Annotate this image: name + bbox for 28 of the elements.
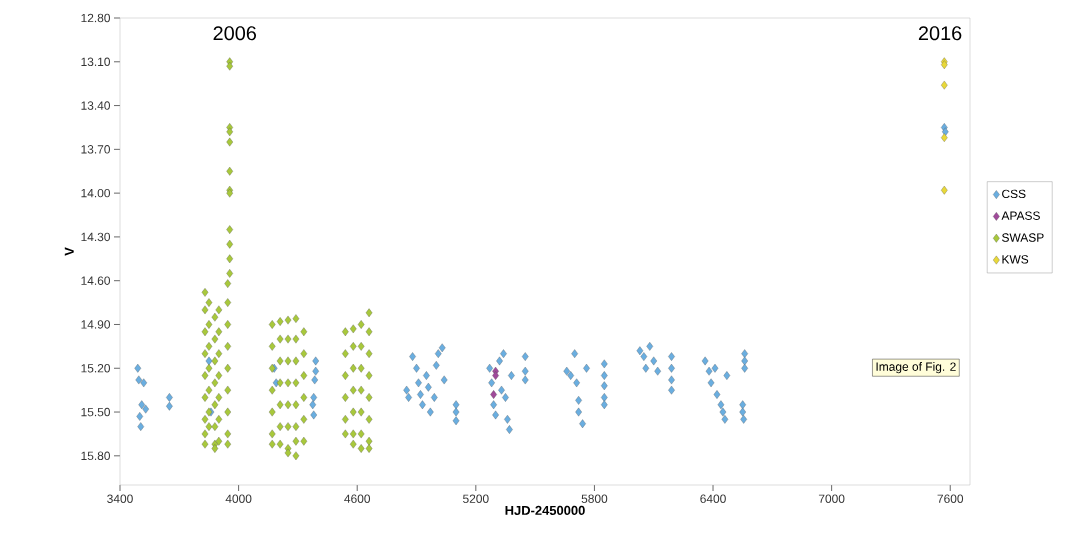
- annotation: Image of Fig. 2: [876, 362, 956, 374]
- legend-label: CSS: [1002, 189, 1026, 199]
- x-tick-label: 7000: [818, 494, 845, 503]
- y-tick-label: 13.70: [81, 145, 111, 154]
- y-tick-label: 15.20: [81, 364, 111, 373]
- y-tick-label: 14.30: [81, 232, 111, 242]
- legend-label: KWS: [1002, 255, 1029, 264]
- x-tick-label: 6400: [700, 494, 726, 503]
- legend-label: SWASP: [1002, 233, 1044, 242]
- y-tick-label: 15.50: [81, 407, 111, 417]
- y-tick-label: 14.90: [81, 320, 111, 329]
- x-tick-label: 5200: [463, 494, 489, 503]
- x-tick-label: 5800: [581, 494, 608, 503]
- x-axis-title: HJD-2450000: [505, 505, 585, 515]
- y-axis-title: V: [64, 247, 74, 256]
- y-tick-label: 14.00: [81, 188, 111, 198]
- x-tick-label: 3400: [107, 494, 133, 503]
- x-tick-label: 7600: [937, 494, 964, 503]
- y-tick-label: 14.60: [81, 276, 111, 285]
- y-tick-label: 15.80: [81, 451, 111, 461]
- y-tick-label: 13.10: [81, 57, 111, 67]
- annotation: 2006: [213, 26, 257, 41]
- y-tick-label: 12.80: [81, 13, 111, 23]
- y-tick-label: 13.40: [81, 101, 111, 110]
- x-tick-label: 4000: [225, 494, 252, 503]
- annotation: 2016: [918, 26, 962, 41]
- x-tick-label: 4600: [344, 494, 371, 503]
- legend-label: APASS: [1001, 211, 1040, 220]
